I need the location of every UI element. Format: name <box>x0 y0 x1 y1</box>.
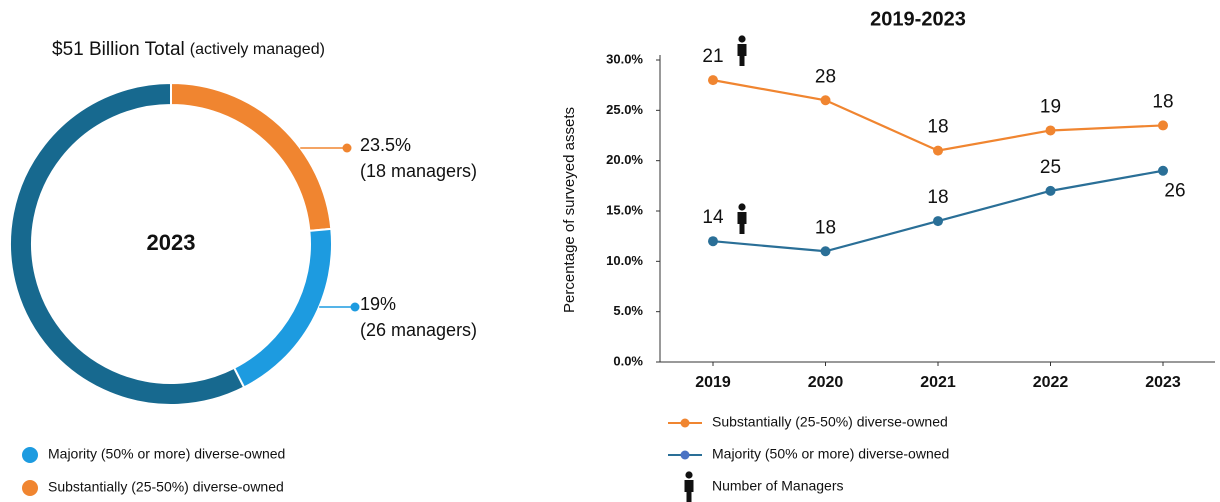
manager-count: 18 <box>927 187 948 208</box>
line-title: 2019-2023 <box>870 8 966 30</box>
x-tick-label: 2019 <box>695 374 731 391</box>
legend-swatch <box>22 447 38 463</box>
x-tick-label: 2022 <box>1033 374 1069 391</box>
x-tick-label: 2023 <box>1145 374 1181 391</box>
y-tick-label: 20.0% <box>606 152 643 167</box>
slice-label: 19% <box>360 294 396 314</box>
legend-label: Number of Managers <box>712 478 844 494</box>
y-axis-label: Percentage of surveyed assets <box>561 107 578 313</box>
leader-dot <box>350 302 360 312</box>
y-tick-label: 10.0% <box>606 253 643 268</box>
series-line <box>712 79 1164 152</box>
manager-count: 28 <box>815 66 836 87</box>
data-point <box>1045 185 1056 196</box>
y-tick-label: 30.0% <box>606 51 643 66</box>
slice-sublabel: (26 managers) <box>360 320 477 340</box>
manager-count: 25 <box>1040 157 1061 178</box>
legend-label: Substantially (25-50%) diverse-owned <box>48 479 284 495</box>
donut-title: $51 Billion Total (actively managed) <box>52 39 325 60</box>
donut-slice <box>232 227 333 389</box>
y-tick-label: 5.0% <box>613 303 643 318</box>
slice-label: 23.5% <box>360 135 411 155</box>
data-point <box>1158 120 1168 131</box>
series-line <box>712 169 1164 253</box>
y-tick-label: 15.0% <box>606 202 643 217</box>
data-point <box>708 236 718 247</box>
donut-subtitle: (actively managed) <box>190 41 325 58</box>
x-tick-label: 2020 <box>808 374 844 391</box>
data-point <box>820 95 831 106</box>
manager-icon <box>737 35 747 66</box>
x-tick-label: 2021 <box>920 374 956 391</box>
data-point <box>1045 125 1056 136</box>
manager-count: 18 <box>1152 91 1173 112</box>
legend-label: Substantially (25-50%) diverse-owned <box>712 414 948 430</box>
legend-label: Majority (50% or more) diverse-owned <box>712 446 949 462</box>
legend-dot <box>680 450 690 460</box>
legend-label: Majority (50% or more) diverse-owned <box>48 446 285 462</box>
manager-count: 18 <box>927 117 948 138</box>
donut-title-main: $51 Billion Total <box>52 39 185 60</box>
slice-sublabel: (18 managers) <box>360 161 477 181</box>
y-tick-label: 0.0% <box>613 353 643 368</box>
leader-dot <box>342 143 352 153</box>
legend-dot <box>680 418 690 428</box>
data-point <box>708 75 718 86</box>
y-tick-label: 25.0% <box>606 102 643 117</box>
legend-swatch <box>22 480 38 496</box>
donut-slice <box>9 81 246 406</box>
legend-manager-icon <box>684 471 694 502</box>
manager-count: 21 <box>702 46 723 67</box>
donut-slice <box>170 81 333 233</box>
manager-icon <box>737 203 747 234</box>
manager-count: 14 <box>702 207 724 228</box>
manager-count: 19 <box>1040 96 1061 117</box>
donut-center-label: 2023 <box>147 230 196 255</box>
data-point <box>933 145 943 156</box>
manager-count: 18 <box>815 217 836 238</box>
data-point <box>1158 165 1168 176</box>
data-point <box>933 216 943 227</box>
manager-count: 26 <box>1164 181 1185 202</box>
data-point <box>820 246 831 257</box>
